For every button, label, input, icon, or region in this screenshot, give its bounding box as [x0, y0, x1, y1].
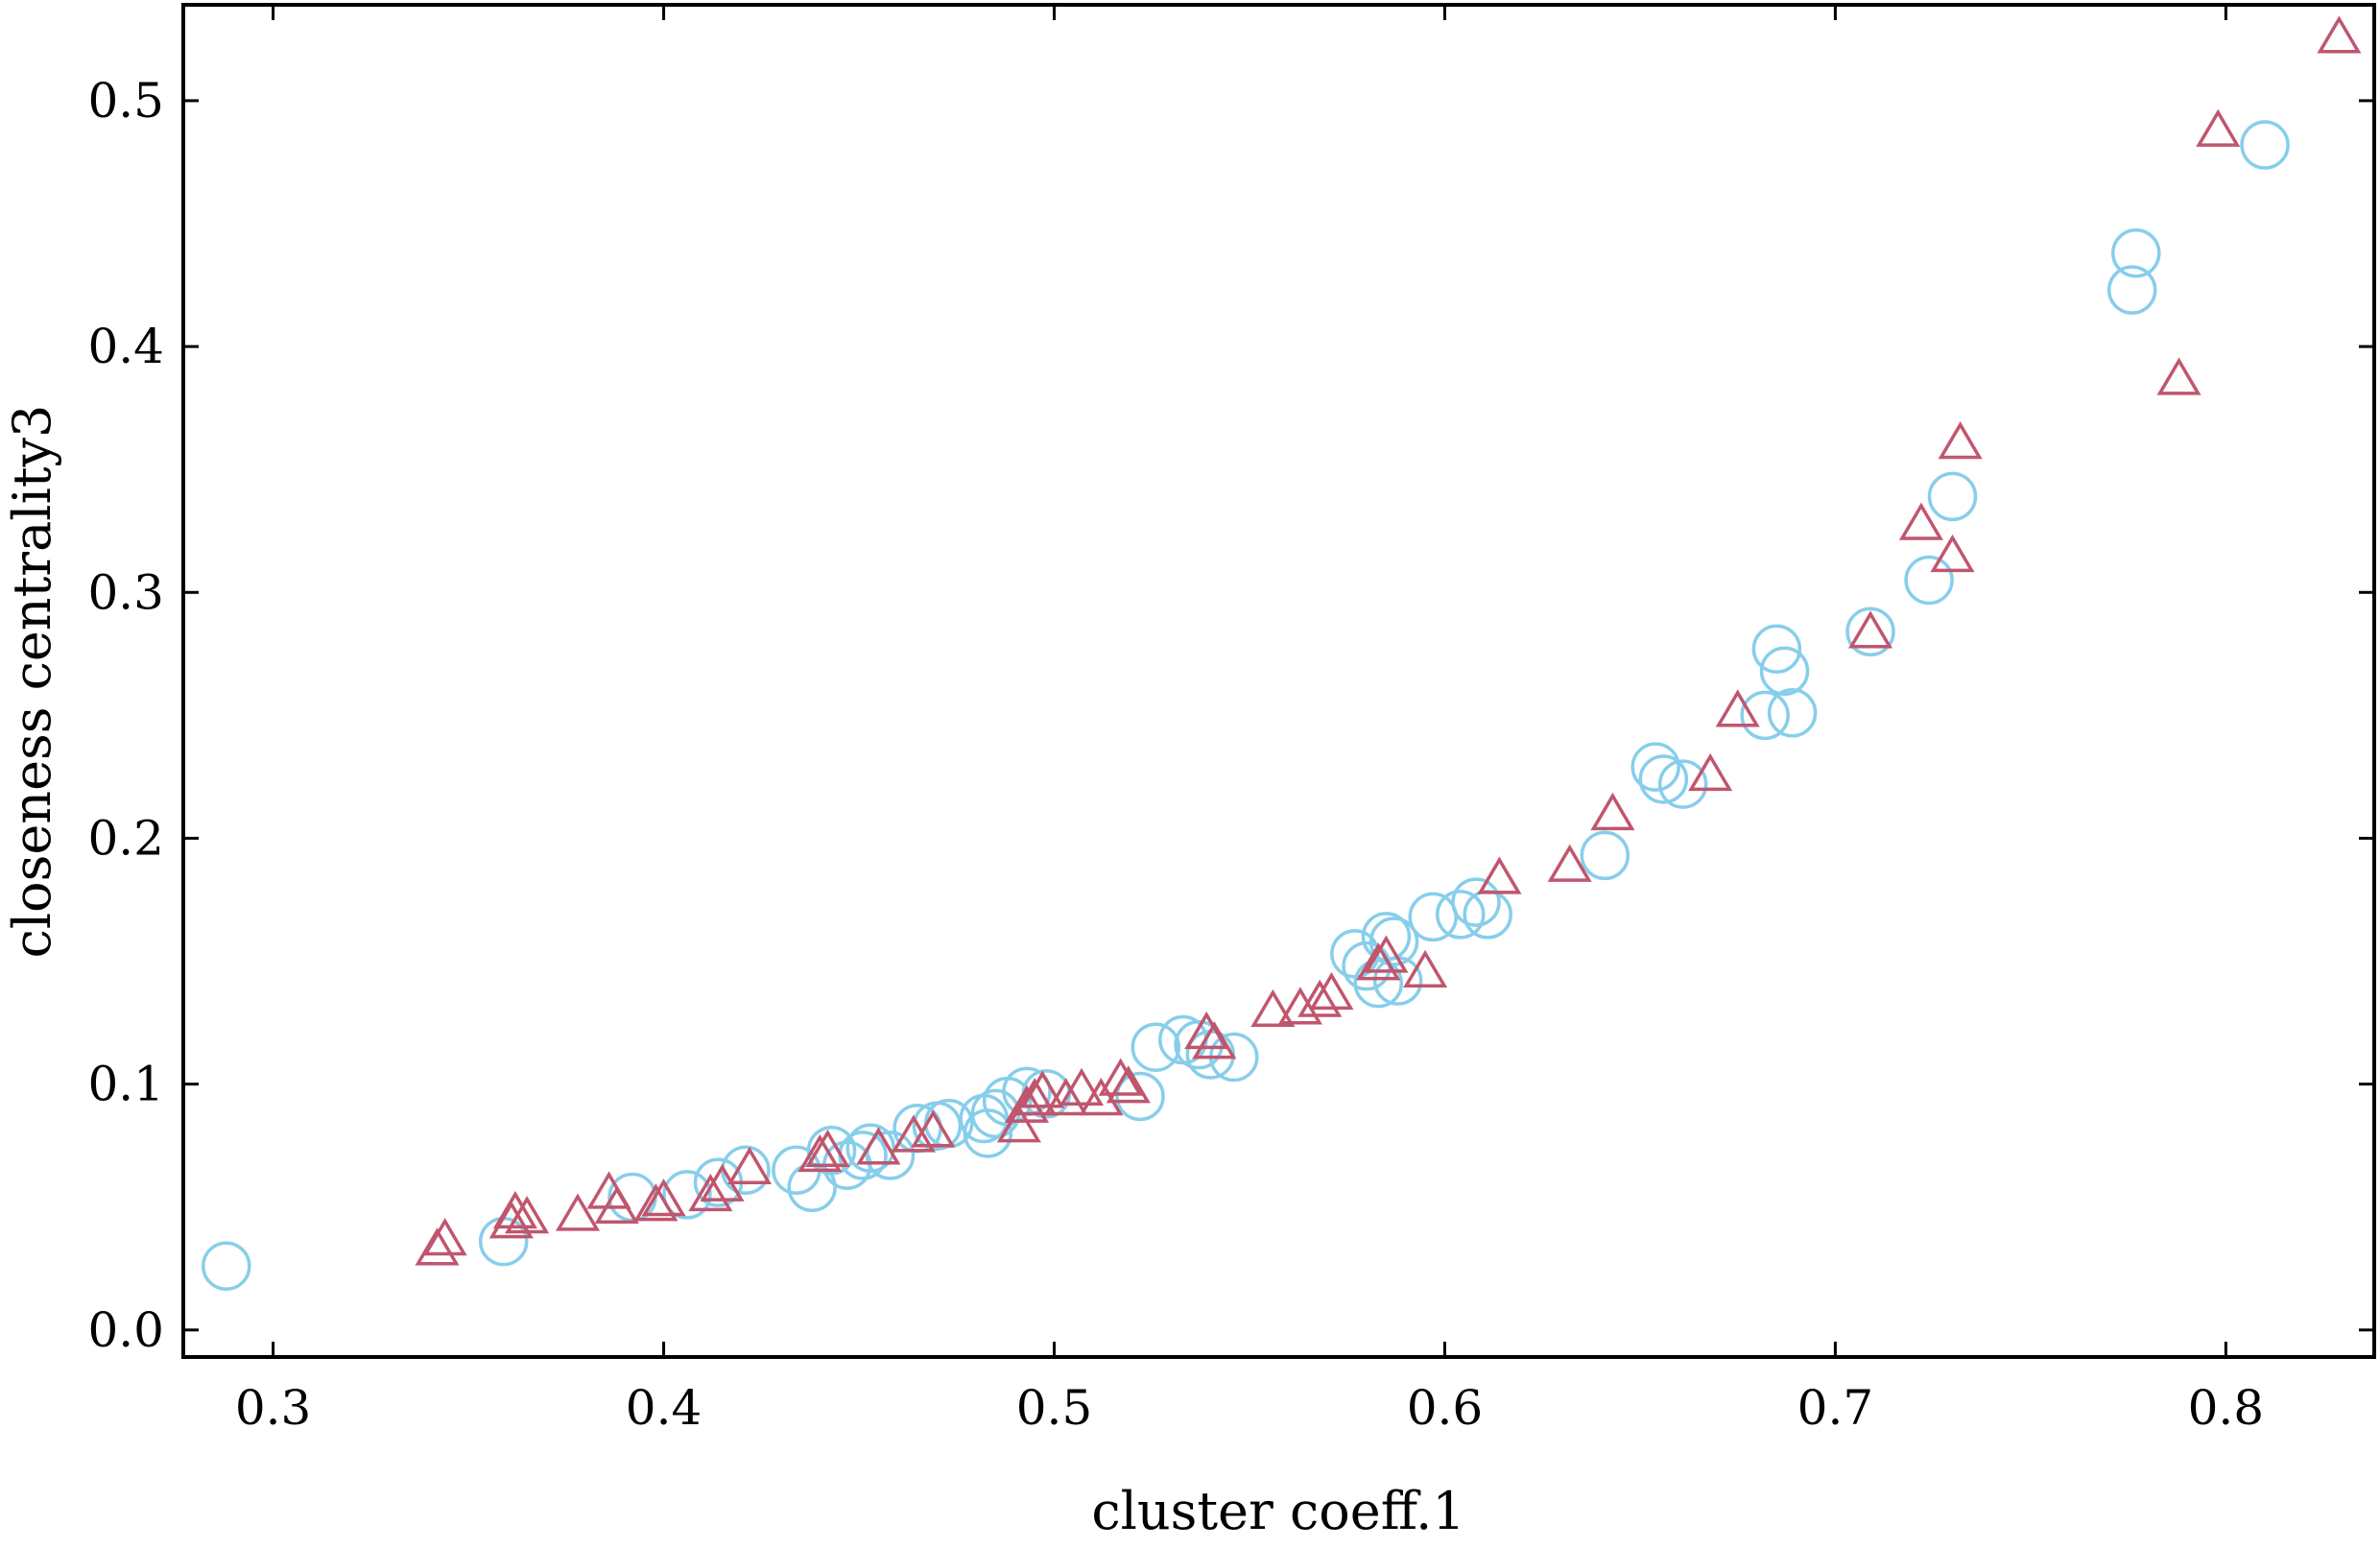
- data-point-circle: [845, 1123, 895, 1173]
- data-point-triangle: [727, 1146, 773, 1184]
- x-tick-label: 0.3: [235, 1380, 312, 1436]
- data-point-circle: [2111, 227, 2161, 278]
- data-point-circle: [806, 1126, 857, 1176]
- data-point-circle: [1451, 877, 1501, 927]
- y-tick-label: 0.0: [87, 1302, 164, 1358]
- data-point-triangle: [1847, 610, 1893, 649]
- data-point-circle: [1130, 1022, 1181, 1072]
- data-point-circle: [1630, 742, 1680, 792]
- data-point-triangle: [1250, 988, 1296, 1028]
- data-point-triangle: [1309, 971, 1354, 1011]
- data-point-circle: [2240, 120, 2290, 170]
- data-point-circle: [1927, 471, 1978, 522]
- data-point-triangle: [1059, 1067, 1105, 1106]
- data-point-triangle: [797, 1133, 843, 1173]
- data-point-circle: [1115, 1071, 1165, 1122]
- y-axis: 0.0 0.1 0.2 0.3 0.4 0.5: [87, 73, 2374, 1358]
- data-point-triangle: [555, 1193, 601, 1231]
- data-point-triangle: [633, 1183, 678, 1222]
- x-tick-label: 0.5: [1016, 1380, 1093, 1436]
- x-tick-label: 0.8: [2188, 1380, 2265, 1436]
- x-axis: 0.3 0.4 0.5 0.6 0.7 0.8: [235, 5, 2264, 1436]
- data-point-triangle: [911, 1109, 956, 1148]
- data-point-circle: [2106, 265, 2157, 315]
- data-point-triangle: [1930, 534, 1975, 573]
- data-point-triangle: [1012, 1078, 1058, 1116]
- data-point-circle: [1740, 690, 1790, 741]
- data-point-triangle: [594, 1185, 639, 1224]
- data-point-triangle: [1192, 1021, 1237, 1060]
- data-point-triangle: [1079, 1078, 1124, 1116]
- data-point-triangle: [1898, 502, 1943, 540]
- data-point-circle: [1845, 607, 1895, 657]
- x-tick-label: 0.6: [1407, 1380, 1484, 1436]
- data-point-circle: [1767, 688, 1818, 738]
- plot-frame: [181, 3, 2376, 1359]
- y-axis-title: closeness centrality3: [2, 405, 62, 959]
- data-point-triangle: [2156, 357, 2202, 395]
- series-circle: [202, 120, 2290, 1291]
- data-point-triangle: [1590, 792, 1635, 831]
- y-tick-label: 0.5: [87, 73, 164, 129]
- data-point-circle: [202, 1241, 251, 1291]
- data-point-triangle: [1547, 844, 1592, 882]
- data-point-circle: [865, 1131, 916, 1180]
- data-point-triangle: [1043, 1078, 1088, 1116]
- data-point-circle: [1368, 917, 1419, 966]
- data-point-triangle: [891, 1114, 937, 1153]
- data-point-triangle: [1403, 949, 1448, 988]
- data-point-circle: [1759, 646, 1810, 697]
- data-point-triangle: [1106, 1065, 1151, 1104]
- y-tick-label: 0.4: [87, 319, 164, 374]
- data-point-triangle: [641, 1179, 686, 1217]
- data-point-triangle: [505, 1196, 550, 1234]
- x-tick-label: 0.7: [1797, 1380, 1874, 1436]
- data-point-triangle: [2196, 108, 2241, 147]
- x-axis-title: cluster coeff.1: [1091, 1481, 1464, 1541]
- data-point-circle: [1657, 759, 1708, 809]
- data-point-triangle: [856, 1127, 901, 1165]
- data-point-circle: [1638, 754, 1689, 804]
- markers-layer: [202, 15, 2362, 1291]
- data-point-triangle: [1688, 752, 1733, 792]
- data-point-triangle: [688, 1173, 733, 1212]
- data-point-circle: [1435, 890, 1486, 940]
- y-tick-label: 0.2: [87, 810, 164, 866]
- series-triangle: [415, 15, 2362, 1266]
- data-point-circle: [662, 1170, 712, 1220]
- data-point-circle: [1408, 892, 1458, 942]
- data-point-triangle: [1277, 987, 1322, 1025]
- data-point-circle: [1580, 830, 1630, 881]
- data-point-triangle: [996, 1105, 1041, 1143]
- x-tick-label: 0.4: [626, 1380, 702, 1436]
- y-tick-label: 0.3: [87, 564, 164, 620]
- data-point-triangle: [492, 1190, 537, 1229]
- plot-area: 0.3 0.4 0.5 0.6 0.7 0.8 0.0 0.1 0.2 0.3 0.4 0.5: [87, 3, 2376, 1436]
- data-point-triangle: [2317, 15, 2362, 54]
- data-point-triangle: [1715, 689, 1760, 727]
- data-point-triangle: [422, 1218, 467, 1256]
- data-point-circle: [1904, 555, 1954, 606]
- data-point-circle: [1463, 890, 1512, 940]
- data-point-triangle: [1098, 1058, 1143, 1096]
- data-point-triangle: [1356, 942, 1401, 981]
- data-point-triangle: [1364, 935, 1409, 973]
- data-point-triangle: [1297, 979, 1343, 1017]
- data-point-triangle: [1938, 421, 1983, 460]
- data-point-triangle: [1184, 1011, 1229, 1050]
- y-tick-label: 0.1: [87, 1057, 164, 1112]
- data-point-triangle: [1477, 856, 1522, 894]
- data-point-triangle: [1020, 1070, 1065, 1108]
- data-point-triangle: [805, 1129, 850, 1168]
- data-point-circle: [1751, 624, 1802, 674]
- data-point-circle: [1174, 1019, 1224, 1070]
- data-point-triangle: [415, 1227, 460, 1266]
